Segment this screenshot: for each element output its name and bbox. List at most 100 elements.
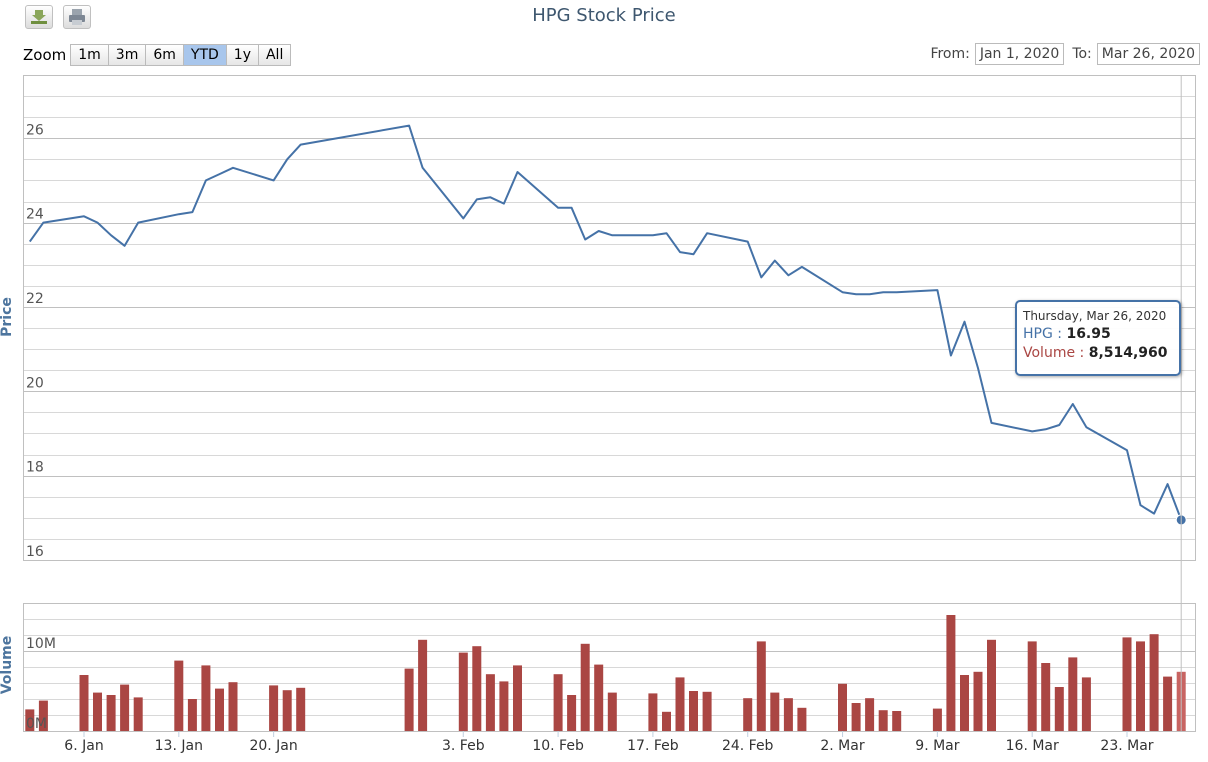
volume-bar <box>418 639 428 731</box>
volume-bar <box>960 675 969 731</box>
volume-axis-ticks: 0M 10M <box>26 636 56 732</box>
volume-gridlines <box>23 603 1196 732</box>
to-date-input[interactable]: Mar 26, 2020 <box>1096 43 1200 65</box>
volume-bar <box>404 668 414 731</box>
volume-bar <box>120 684 130 731</box>
volume-bar <box>648 693 658 731</box>
volume-bar <box>580 643 590 731</box>
volume-bar <box>851 703 861 731</box>
volume-bar <box>79 675 89 731</box>
volume-bar <box>783 698 793 731</box>
volume-bar <box>594 664 604 731</box>
from-date-input[interactable]: Jan 1, 2020 <box>974 43 1065 65</box>
tooltip-volume-label: Volume <box>1023 345 1076 361</box>
x-tick-label: 23. Mar <box>1100 738 1153 754</box>
price-tick-label: 18 <box>26 460 44 476</box>
x-tick-label: 6. Jan <box>64 738 103 754</box>
volume-bar <box>553 674 563 731</box>
zoom-1m-button[interactable]: 1m <box>70 44 109 66</box>
x-tick-label: 17. Feb <box>627 738 679 754</box>
volume-bar <box>973 671 983 731</box>
print-button[interactable] <box>63 5 91 29</box>
date-range: From: Jan 1, 2020 To: Mar 26, 2020 <box>930 43 1200 65</box>
volume-bar <box>1027 641 1037 731</box>
volume-tick-label: 0M <box>26 716 47 732</box>
price-gridlines <box>23 75 1196 561</box>
volume-tick-label: 10M <box>26 636 56 652</box>
price-plot-border <box>23 75 1196 561</box>
price-axis-title: Price <box>0 297 15 337</box>
volume-bar <box>201 665 211 731</box>
x-tick-label: 20. Jan <box>249 738 297 754</box>
volume-bar <box>174 660 184 731</box>
volume-bar <box>987 639 996 731</box>
tooltip-date: Thursday, Mar 26, 2020 <box>1023 309 1167 323</box>
price-axis-ticks: 16 18 20 22 24 26 <box>26 122 44 560</box>
zoom-selector: Zoom 1m 3m 6m YTD 1y All <box>23 44 292 66</box>
x-tick-label: 3. Feb <box>442 738 485 754</box>
volume-bar <box>1068 657 1078 731</box>
volume-bar <box>770 692 780 731</box>
volume-bar <box>187 699 197 731</box>
zoom-ytd-button[interactable]: YTD <box>182 44 227 66</box>
volume-bar <box>1136 641 1145 731</box>
volume-bar <box>1041 663 1051 731</box>
download-icon <box>31 10 47 24</box>
volume-bar <box>702 691 712 731</box>
zoom-3m-button[interactable]: 3m <box>107 44 147 66</box>
volume-bar <box>282 690 292 731</box>
volume-bar <box>106 695 116 731</box>
x-tick-label: 2. Mar <box>820 738 864 754</box>
volume-bar <box>1163 676 1173 731</box>
volume-bar <box>567 695 577 731</box>
volume-bar <box>499 681 509 731</box>
volume-bar <box>865 698 875 731</box>
volume-bar <box>485 674 495 731</box>
price-tick-label: 16 <box>26 544 44 560</box>
volume-bar <box>946 615 956 731</box>
volume-bar <box>472 646 482 731</box>
from-label: From: <box>930 46 970 62</box>
tooltip-series-value: 16.95 <box>1066 326 1111 342</box>
volume-bar <box>878 710 888 731</box>
volume-bar <box>228 682 238 731</box>
price-tick-label: 26 <box>26 122 44 138</box>
volume-bar <box>743 698 753 731</box>
price-tick-label: 22 <box>26 291 44 307</box>
volume-bar <box>1054 687 1064 731</box>
x-tick-label: 10. Feb <box>532 738 584 754</box>
price-tick-label: 24 <box>26 207 44 223</box>
volume-bar <box>513 665 522 731</box>
volume-bar <box>25 709 35 731</box>
x-axis-ticks: 6. Jan 13. Jan 20. Jan 3. Feb 10. Feb 17. Feb… <box>64 731 1154 754</box>
volume-bar <box>797 707 807 731</box>
x-tick-label: 13. Jan <box>155 738 203 754</box>
volume-bar <box>1149 634 1159 731</box>
x-tick-label: 9. Mar <box>915 738 959 754</box>
volume-bar <box>756 641 766 731</box>
volume-bar <box>269 685 279 731</box>
x-tick-label: 24. Feb <box>722 738 774 754</box>
zoom-all-button[interactable]: All <box>257 44 292 66</box>
volume-bars <box>25 615 1186 731</box>
printer-icon <box>69 9 85 25</box>
download-button[interactable] <box>25 5 53 29</box>
volume-bar <box>662 711 671 731</box>
price-tick-label: 20 <box>26 375 44 391</box>
tooltip-series-label: HPG <box>1023 326 1053 342</box>
volume-bar <box>689 691 698 731</box>
volume-bar <box>38 700 48 731</box>
volume-bar <box>458 652 468 731</box>
tooltip-volume-value: 8,514,960 <box>1088 345 1168 361</box>
volume-bar <box>133 697 143 731</box>
volume-plot-border <box>23 603 1196 732</box>
to-label: To: <box>1072 46 1092 62</box>
chart-title: HPG Stock Price <box>532 5 676 26</box>
volume-bar <box>932 708 942 731</box>
data-tooltip: Thursday, Mar 26, 2020 HPG : 16.95 Volum… <box>1015 300 1181 376</box>
price-series <box>28 75 1187 731</box>
volume-bar <box>1122 637 1132 731</box>
zoom-6m-button[interactable]: 6m <box>145 44 184 66</box>
volume-bar <box>296 687 306 731</box>
